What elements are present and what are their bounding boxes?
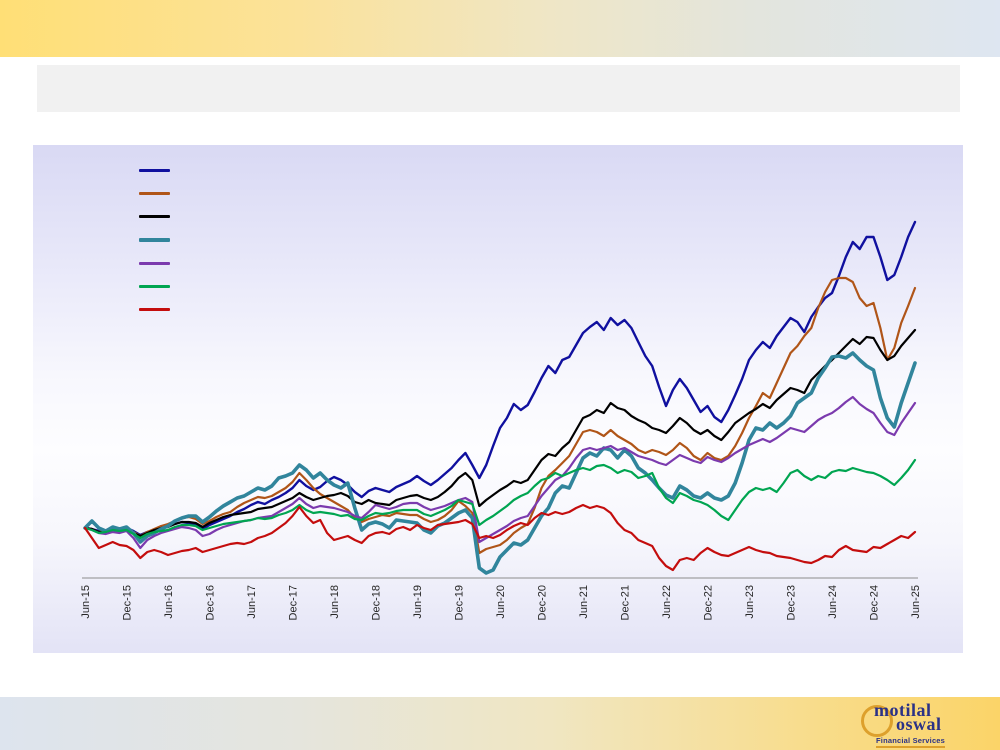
series-4-teal-line [83,351,917,575]
x-tick-label: Jun-17 [246,585,258,619]
legend-swatch [139,215,170,219]
x-tick-label: Dec-15 [122,585,134,620]
legend-swatch [139,192,170,196]
legend-swatch [139,238,170,243]
series-5-purple-line [83,395,917,550]
title-placeholder [37,65,960,112]
x-tick-label: Dec-21 [620,585,632,620]
x-tick-label: Dec-19 [454,585,466,620]
legend-swatch [139,169,170,173]
x-tick-label: Jun-15 [80,585,92,619]
x-tick-label: Jun-16 [163,585,175,619]
logo-tagline: Financial Services [876,736,946,748]
legend-item-series-2-brown [139,182,170,205]
x-tick-label: Jun-23 [744,585,756,619]
bottom-gradient-banner: motilal oswal Financial Services [0,697,1000,750]
x-tick-label: Jun-22 [661,585,673,619]
logo-ring-icon [861,705,893,737]
x-tick-label: Jun-19 [412,585,424,619]
chart-area: Jun-15 Dec-15 Jun-16 Dec-16 Jun-17 Dec-17 Jun-… [33,145,963,653]
series-6-green-line [83,458,917,540]
legend-item-series-1-navy [139,159,170,182]
x-tick-label: Jun-20 [495,585,507,619]
top-gradient-banner [0,0,1000,57]
legend-swatch [139,308,170,312]
series-7-red-line [83,503,917,572]
logo-word2: oswal [896,714,942,734]
motilal-oswal-logo: motilal oswal Financial Services [861,700,956,748]
legend-swatch [139,261,170,265]
line-chart: Jun-15 Dec-15 Jun-16 Dec-16 Jun-17 Dec-17 Jun-… [80,220,922,620]
legend-item-series-4-teal [139,229,170,252]
x-tick-label: Dec-22 [703,585,715,620]
x-tick-label: Dec-18 [371,585,383,620]
series-3-black-line [83,328,917,538]
x-tick-label: Dec-20 [537,585,549,620]
legend-item-series-5-purple [139,252,170,275]
x-tick-label: Dec-17 [288,585,300,620]
x-tick-label: Jun-25 [910,585,922,619]
legend-item-series-3-black [139,205,170,228]
x-tick-label: Dec-24 [869,585,881,620]
x-tick-label: Jun-24 [827,585,839,619]
legend-item-series-6-green [139,275,170,298]
chart-legend [139,159,170,321]
legend-swatch [139,285,170,289]
x-tick-label: Dec-16 [205,585,217,620]
x-tick-label: Jun-21 [578,585,590,619]
x-tick-label: Jun-18 [329,585,341,619]
legend-item-series-7-red [139,298,170,321]
x-tick-label: Dec-23 [786,585,798,620]
series-2-brown-line [83,276,917,555]
series-1-navy-line [83,220,917,537]
logo-word1: motilal [874,700,932,720]
